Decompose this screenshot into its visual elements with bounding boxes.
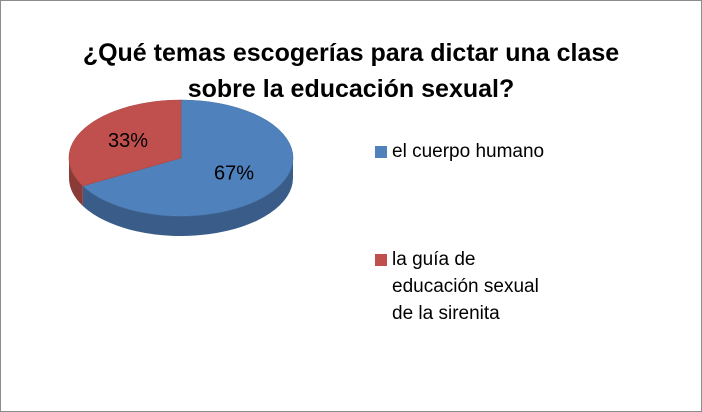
legend-label: el cuerpo humano [392,141,545,162]
slice [82,99,294,217]
legend-swatch [375,146,387,158]
legend-item: el cuerpo humano [375,138,545,165]
legend-item: la guía de educación sexual de la sireni… [375,246,545,327]
legend-label: la guía de educación sexual de la sireni… [392,249,539,324]
slice-side [69,158,83,206]
slice-side [82,158,293,237]
data-label: 33% [108,130,148,152]
legend-swatch [375,254,387,266]
chart-title: ¿Qué temas escogerías para dictar una cl… [82,39,620,103]
slice [68,99,182,187]
data-label: 67% [214,163,254,185]
